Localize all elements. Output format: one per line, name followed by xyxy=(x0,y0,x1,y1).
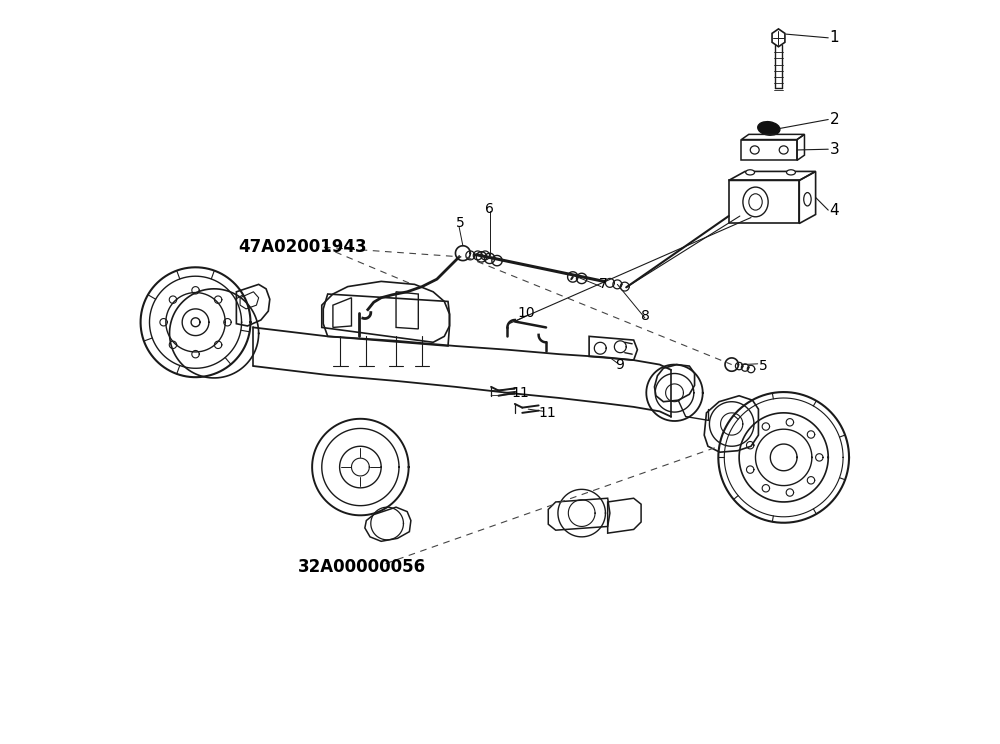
Text: 32A00000056: 32A00000056 xyxy=(298,557,426,576)
Ellipse shape xyxy=(743,187,768,217)
Text: 1: 1 xyxy=(830,31,839,45)
Ellipse shape xyxy=(749,193,762,210)
Text: 4: 4 xyxy=(830,202,839,217)
Text: 6: 6 xyxy=(485,202,494,216)
Text: 5: 5 xyxy=(455,217,464,231)
Text: 47A02001943: 47A02001943 xyxy=(239,238,367,256)
Ellipse shape xyxy=(750,146,759,154)
Ellipse shape xyxy=(779,146,788,154)
Ellipse shape xyxy=(758,121,780,135)
Text: 7: 7 xyxy=(599,278,608,292)
Ellipse shape xyxy=(786,170,795,175)
Text: 2: 2 xyxy=(830,112,839,127)
Text: 3: 3 xyxy=(830,141,839,157)
Ellipse shape xyxy=(804,193,811,206)
Text: 8: 8 xyxy=(641,310,650,324)
Text: 11: 11 xyxy=(511,386,529,400)
Ellipse shape xyxy=(746,170,755,175)
Text: 9: 9 xyxy=(615,358,624,371)
Text: 5: 5 xyxy=(759,359,768,373)
Text: 10: 10 xyxy=(517,306,535,320)
Text: 11: 11 xyxy=(539,405,556,420)
